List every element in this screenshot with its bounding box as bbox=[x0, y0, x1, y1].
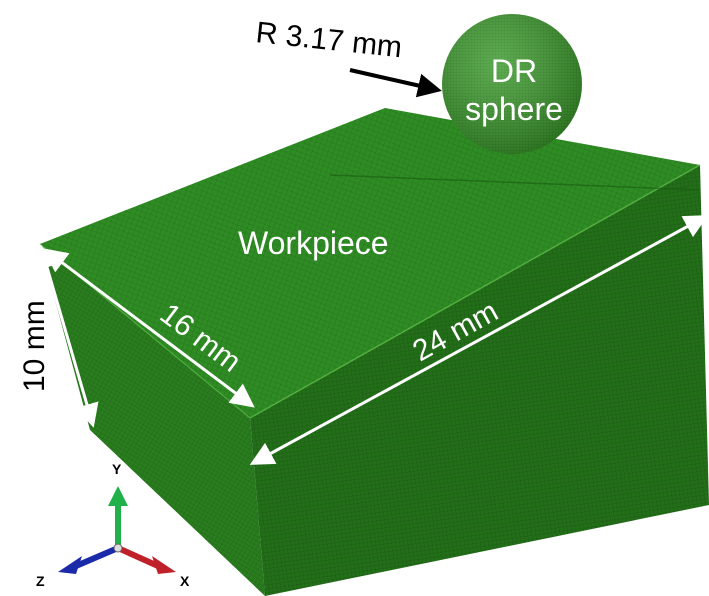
axis-label-x: X bbox=[180, 573, 190, 589]
radius-leader-arrow bbox=[349, 68, 442, 98]
radius-label: R 3.17 mm bbox=[254, 16, 403, 64]
dr-sphere: DR sphere bbox=[442, 14, 582, 154]
height-label: 10 mm bbox=[18, 300, 51, 392]
workpiece-block bbox=[39, 108, 709, 596]
z-axis-arrow-icon bbox=[58, 556, 82, 574]
axis-triad: Y X Z bbox=[36, 461, 190, 589]
sphere-label-line2: sphere bbox=[465, 91, 563, 127]
y-axis-arrow-icon bbox=[108, 486, 128, 506]
width-dimension-arrow bbox=[43, 248, 255, 408]
x-axis-arrow-icon bbox=[152, 556, 176, 574]
workpiece-label: Workpiece bbox=[238, 225, 389, 261]
axis-label-z: Z bbox=[36, 573, 45, 589]
sphere-label-line1: DR bbox=[491, 53, 537, 89]
axis-label-y: Y bbox=[112, 461, 122, 477]
length-dimension-arrow bbox=[249, 215, 709, 465]
